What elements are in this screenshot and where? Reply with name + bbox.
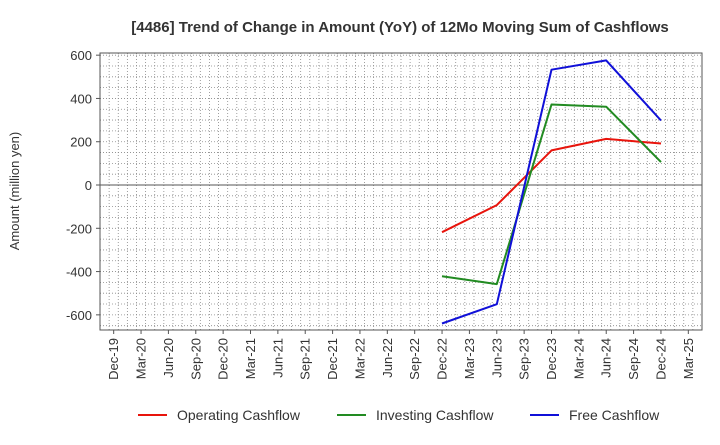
series-line-investing-cashflow: [441, 103, 662, 286]
legend-label-investing-cashflow: Investing Cashflow: [376, 407, 494, 423]
x-tick-label: Sep-20: [188, 338, 203, 380]
y-tick-label: -200: [66, 221, 92, 236]
legend-label-operating-cashflow: Operating Cashflow: [177, 407, 301, 423]
x-tick-label: Mar-23: [462, 338, 477, 379]
series-lines: [441, 59, 662, 325]
x-tick-label: Dec-24: [653, 338, 668, 380]
y-tick-label: -400: [66, 265, 92, 280]
legend-label-free-cashflow: Free Cashflow: [569, 407, 660, 423]
series-line-free-cashflow: [441, 59, 662, 325]
x-tick-label: Sep-23: [517, 338, 532, 380]
plot-frame: [99, 52, 703, 331]
x-tick-label: Dec-20: [216, 338, 231, 380]
x-tick-label: Mar-25: [681, 338, 696, 379]
legend: Operating Cashflow Investing Cashflow Free…: [138, 407, 660, 423]
x-tick-label: Mar-21: [243, 338, 258, 379]
x-tick-label: Sep-22: [407, 338, 422, 380]
y-tick-label: 200: [70, 135, 92, 150]
axes: 600 400 200 0 -200 -400 -600 Dec-19 Mar-20 Jun-20…: [66, 48, 703, 380]
x-tick-label: Jun-21: [270, 338, 285, 378]
x-tick-label: Dec-21: [325, 338, 340, 380]
x-tick-label: Dec-23: [544, 338, 559, 380]
x-tick-label: Jun-22: [380, 338, 395, 378]
x-tick-label: Sep-21: [298, 338, 313, 380]
x-tick-label: Mar-20: [134, 338, 149, 379]
x-tick-label: Dec-22: [435, 338, 450, 380]
x-tick-label: Sep-24: [626, 338, 641, 380]
y-tick-label: 400: [70, 91, 92, 106]
y-axis-label: Amount (million yen): [7, 132, 22, 251]
series-line-operating-cashflow: [441, 137, 662, 234]
x-tick-label: Mar-24: [571, 338, 586, 379]
x-tick-label: Mar-22: [352, 338, 367, 379]
x-tick-label: Jun-24: [599, 338, 614, 378]
y-tick-label: 0: [85, 178, 92, 193]
y-tick-label: 600: [70, 48, 92, 63]
x-tick-label: Dec-19: [106, 338, 121, 380]
chart-title: [4486] Trend of Change in Amount (YoY) o…: [131, 19, 669, 36]
grid: [100, 53, 702, 330]
x-tick-label: Jun-23: [489, 338, 504, 378]
y-tick-label: -600: [66, 308, 92, 323]
x-tick-label: Jun-20: [161, 338, 176, 378]
